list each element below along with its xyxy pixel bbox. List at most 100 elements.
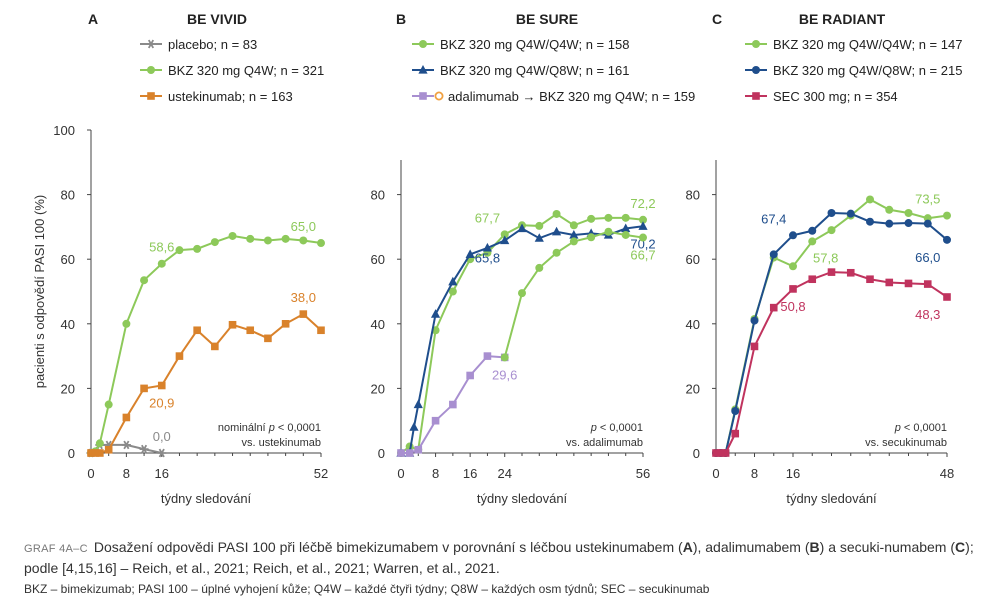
y-tick-label: 100: [53, 123, 75, 138]
x-axis-label: týdny sledování: [786, 491, 877, 506]
series-line: [90, 234, 322, 454]
legend-marker: [146, 39, 156, 49]
data-point: [430, 309, 441, 318]
data-label: 50,8: [780, 299, 805, 314]
data-point: [866, 217, 874, 226]
y-tick-label: 20: [686, 381, 700, 396]
data-point: [448, 287, 457, 296]
legend-marker: [752, 66, 760, 74]
legend-entry: placebo; n = 83: [140, 37, 257, 52]
legend-marker: [752, 92, 760, 100]
significance-note: p < 0,0001: [894, 422, 947, 434]
legend-entry: BKZ 320 mg Q4W/Q8W; n = 215: [745, 63, 962, 78]
panel-title: BE VIVID: [187, 11, 247, 27]
data-point: [769, 303, 778, 312]
data-point: [96, 449, 104, 457]
data-point: [885, 205, 894, 214]
y-tick-label: 0: [68, 446, 75, 461]
y-tick-label: 20: [61, 381, 75, 396]
data-point: [827, 268, 836, 276]
x-tick-label: 16: [155, 466, 169, 481]
data-point: [639, 233, 647, 242]
data-point: [827, 226, 836, 235]
data-point: [397, 449, 405, 457]
data-point: [621, 230, 630, 239]
data-label: 66,7: [630, 248, 655, 263]
y-tick-label: 0: [378, 446, 385, 461]
data-point: [465, 249, 475, 258]
data-point: [621, 213, 630, 222]
data-point: [483, 352, 492, 360]
data-label: 65,8: [475, 250, 500, 265]
legend-label: placebo; n = 83: [168, 37, 257, 52]
series-ustekinumab: 20,9 38,0: [87, 290, 325, 457]
data-point: [140, 384, 148, 393]
legend-entry: BKZ 320 mg Q4W/Q8W; n = 161: [412, 63, 629, 78]
legend-label: SEC 300 mg; n = 354: [773, 89, 898, 104]
data-point: [808, 226, 817, 235]
figure-caption: GRAF 4A–C Dosažení odpovědi PASI 100 při …: [24, 538, 974, 578]
data-point: [885, 278, 894, 287]
legend-marker: [419, 92, 427, 100]
data-point: [750, 342, 759, 351]
data-point: [721, 449, 730, 457]
panel-letter: A: [88, 11, 98, 27]
y-tick-label: 40: [686, 317, 700, 332]
legend-entry: BKZ 320 mg Q4W; n = 321: [140, 63, 324, 78]
data-point: [904, 209, 913, 218]
data-label: 70,2: [630, 236, 655, 251]
data-point: [299, 236, 308, 245]
data-label: 20,9: [149, 395, 174, 410]
data-point: [175, 352, 184, 360]
data-point: [943, 211, 951, 220]
x-tick-label: 48: [940, 466, 954, 481]
data-point: [587, 233, 596, 242]
legend-marker: [419, 40, 427, 48]
data-point: [923, 280, 932, 288]
x-tick-label: 24: [497, 466, 511, 481]
data-point: [466, 371, 474, 380]
y-tick-label: 0: [693, 446, 700, 461]
data-point: [405, 449, 414, 457]
data-point: [717, 449, 725, 457]
chart-panel-b: B BE SURE 0 20 40 60 80 0 8 16 24 56 týdny sledování…: [371, 11, 696, 506]
y-tick-label: 80: [371, 188, 385, 203]
data-point: [157, 381, 166, 390]
data-label: 57,8: [813, 250, 838, 265]
data-point: [943, 235, 951, 244]
significance-note: p < 0,0001: [590, 422, 643, 434]
chart-panel-a: A BE VIVID 0 20 40 60 80 100 0 8 16 52 týdny sledová…: [32, 11, 328, 506]
data-label: 58,6: [149, 240, 174, 255]
data-point: [712, 449, 720, 457]
data-point: [500, 235, 510, 245]
data-point: [569, 221, 578, 230]
data-point: [621, 223, 631, 233]
data-point: [431, 416, 440, 425]
data-point: [448, 276, 458, 286]
series-adalimumab: 29,6: [397, 352, 517, 457]
x-tick-label: 56: [636, 466, 650, 481]
caption-ref-b: B: [809, 539, 820, 555]
data-point: [482, 242, 493, 252]
data-point: [846, 268, 855, 277]
y-tick-label: 60: [61, 252, 75, 267]
legend-entry: ustekinumab; n = 163: [140, 89, 293, 104]
data-point: [122, 319, 131, 328]
x-tick-label: 16: [786, 466, 800, 481]
caption-text: Dosažení odpovědi PASI 100 při léčbě bim…: [93, 539, 683, 555]
data-point: [904, 279, 913, 288]
data-point: [534, 233, 544, 242]
legend-label: BKZ 320 mg Q4W; n = 321: [168, 63, 324, 78]
x-axis-label: týdny sledování: [477, 491, 568, 506]
data-point: [587, 214, 596, 223]
data-point: [731, 407, 740, 416]
chart-panel-c: C BE RADIANT 0 20 40 60 80 0 8 16 48 týdny sledován…: [686, 11, 963, 506]
legend-entry: SEC 300 mg; n = 354: [745, 89, 898, 104]
y-axis-label: pacienti s odpovědí PASI 100 (%): [32, 195, 47, 388]
data-point: [535, 221, 544, 230]
data-point: [281, 234, 290, 243]
data-point: [866, 275, 874, 284]
significance-note: vs. secukinumab: [865, 437, 947, 449]
abbreviations-note: BKZ – bimekizumab; PASI 100 – úplné vyho…: [24, 582, 710, 596]
